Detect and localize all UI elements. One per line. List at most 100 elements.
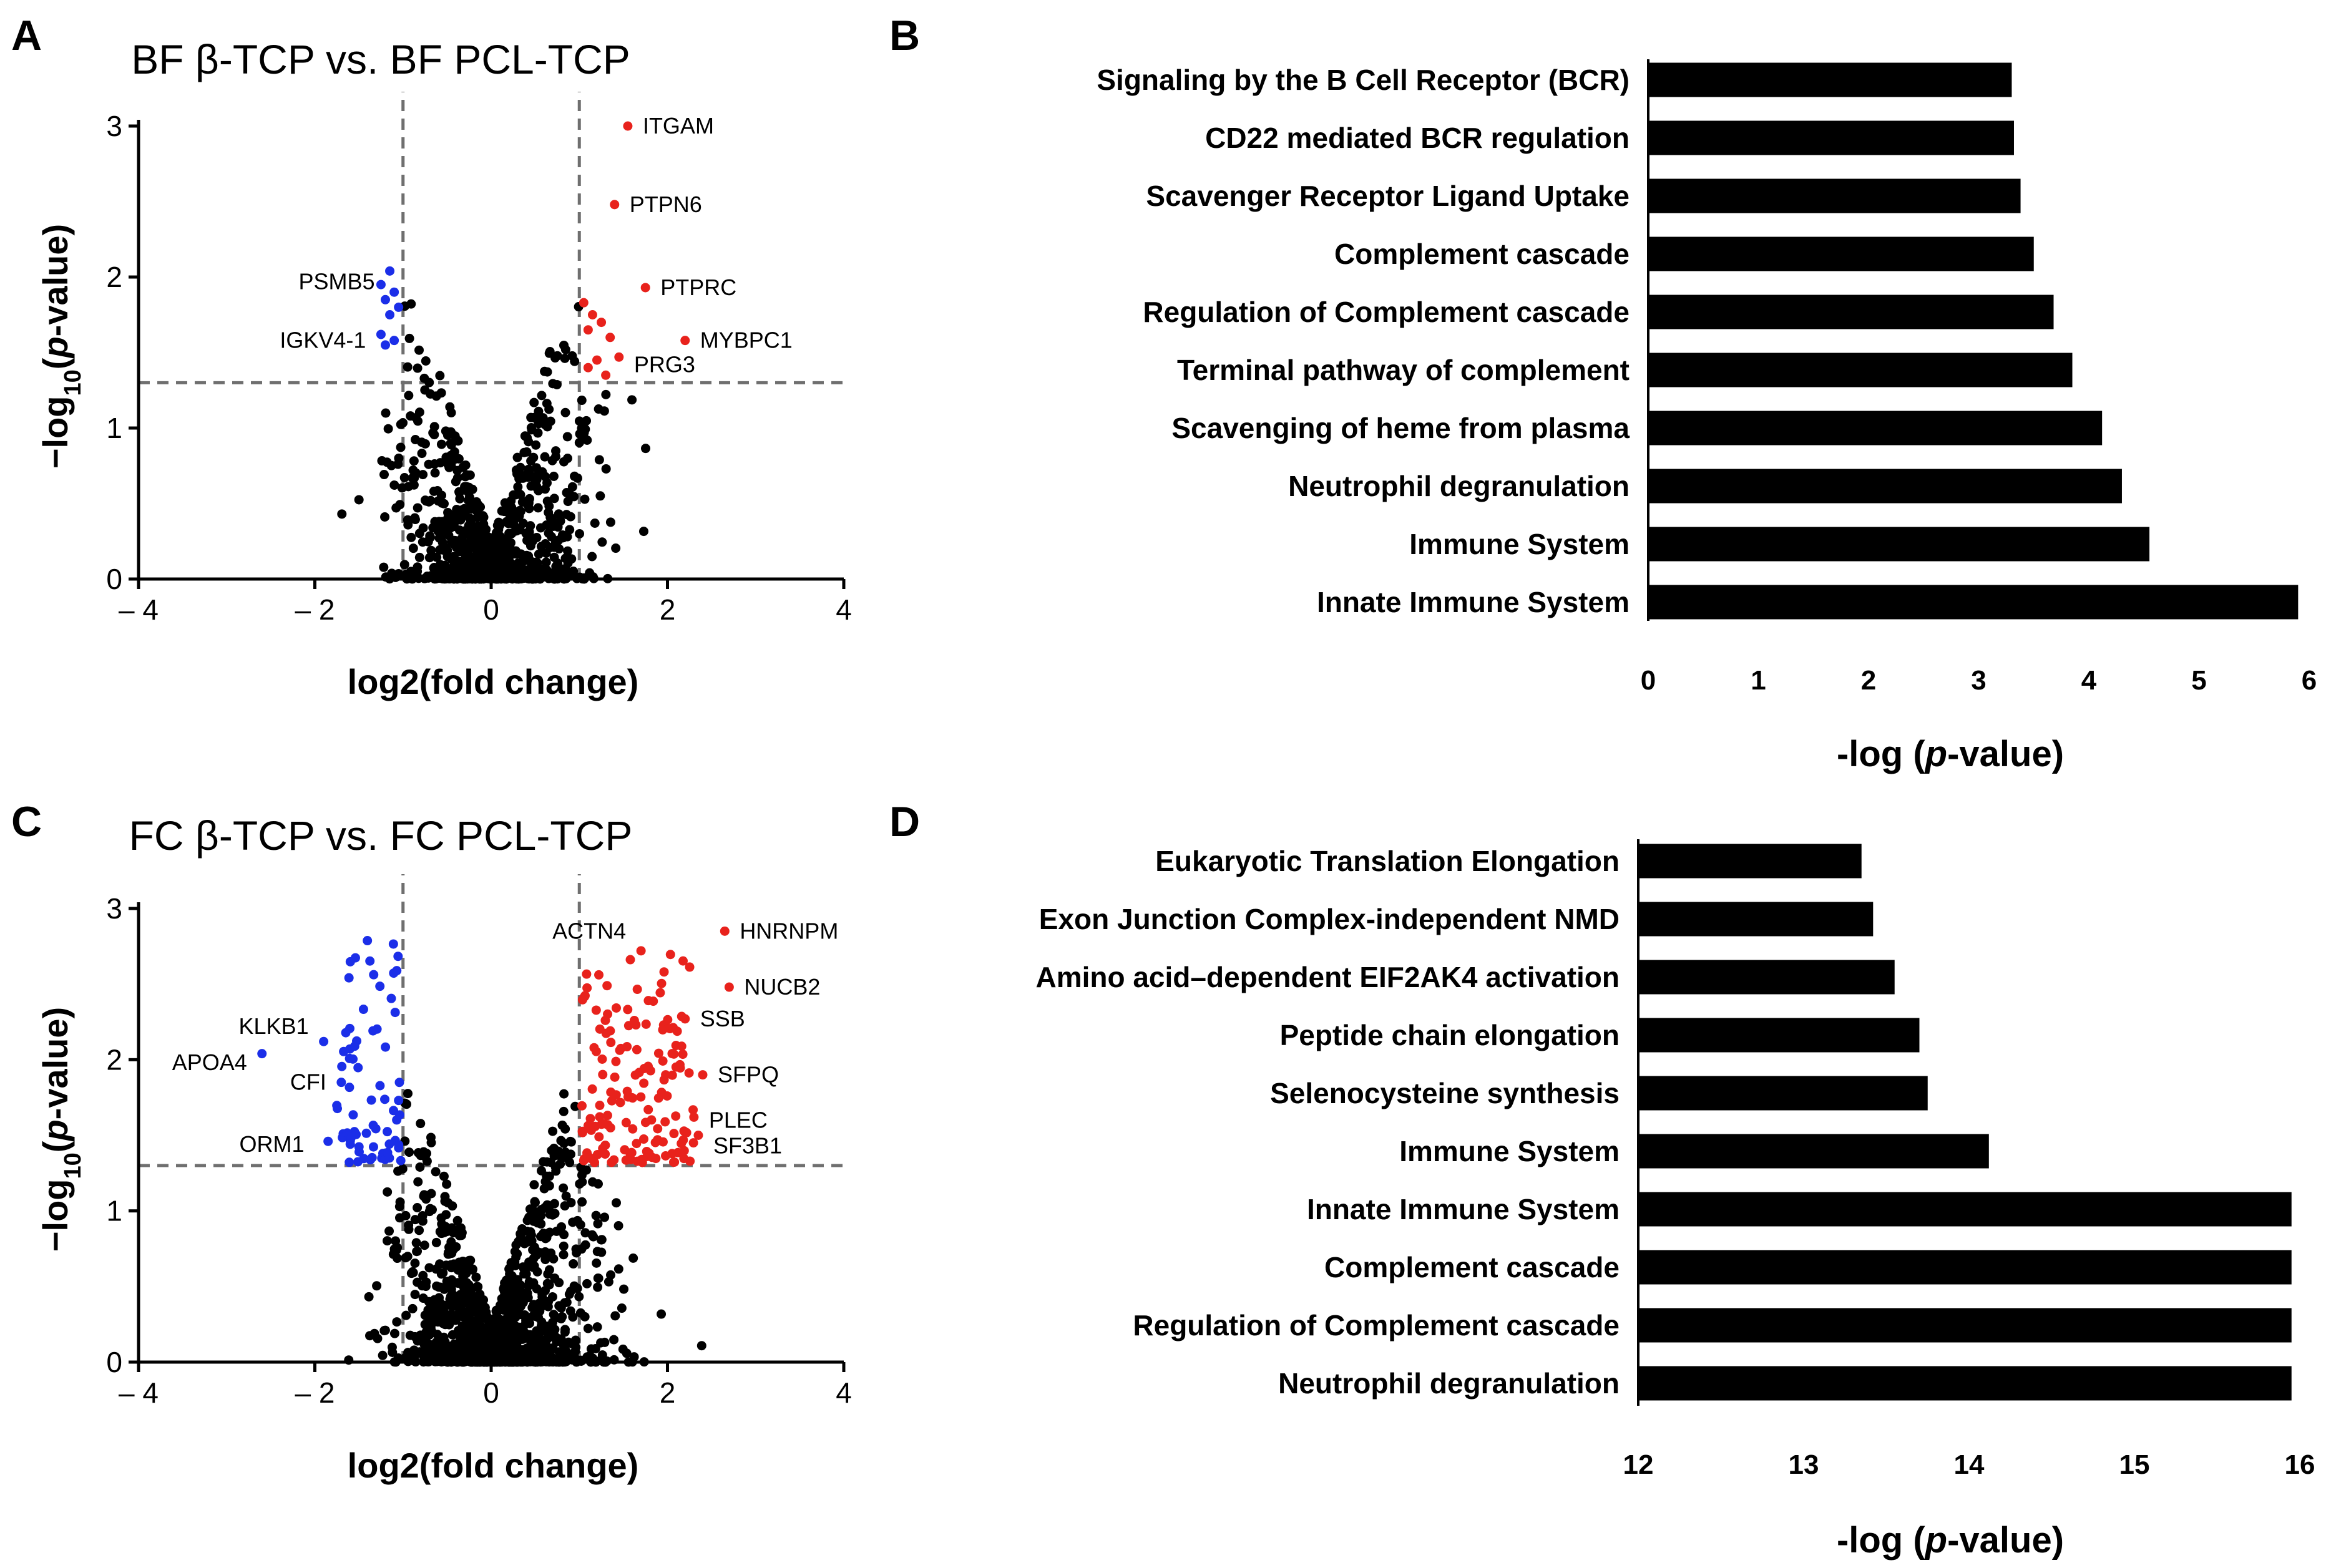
point-up xyxy=(647,1115,657,1125)
point-up xyxy=(638,1134,648,1144)
point-up xyxy=(647,1152,657,1162)
x-tick-label: 0 xyxy=(483,593,499,626)
point-ns xyxy=(456,1230,466,1240)
point-ns xyxy=(442,1179,452,1189)
point-ns xyxy=(399,560,409,570)
point-ns xyxy=(454,487,464,497)
point-up xyxy=(607,1157,617,1167)
point-up xyxy=(684,1068,694,1078)
point-ns xyxy=(525,1204,535,1214)
point-down xyxy=(375,1081,385,1091)
point-ns xyxy=(441,1222,451,1232)
bar xyxy=(1648,236,2034,271)
x-tick-label: 4 xyxy=(836,593,852,626)
point-up xyxy=(585,1114,595,1124)
y-tick-label: 0 xyxy=(106,1346,122,1378)
gene-label: ACTN4 xyxy=(552,918,626,943)
point-ns xyxy=(424,377,434,387)
point-ns xyxy=(551,1332,561,1342)
point-ns xyxy=(528,1245,538,1255)
point-ns xyxy=(377,456,387,466)
point-ns xyxy=(575,1179,585,1189)
category-label: Regulation of Complement cascade xyxy=(1133,1309,1620,1342)
point-ns xyxy=(509,511,519,521)
point-ns xyxy=(436,439,446,449)
gene-label: ITGAM xyxy=(643,113,714,139)
point-ns xyxy=(416,1119,426,1129)
point-down xyxy=(388,939,398,949)
category-label: Innate Immune System xyxy=(1317,586,1630,618)
point-ns xyxy=(546,1248,556,1258)
point-ns xyxy=(410,1290,420,1300)
point-ns xyxy=(403,482,413,492)
point-ns xyxy=(611,1198,621,1208)
point-up xyxy=(577,995,587,1005)
point-ns xyxy=(396,442,406,452)
point-ns xyxy=(540,366,550,376)
point-ns xyxy=(413,503,423,513)
point-ns xyxy=(401,1099,411,1109)
point-ns xyxy=(479,512,489,522)
point-ns xyxy=(572,473,582,483)
point-ns xyxy=(435,1259,445,1269)
point-ns xyxy=(529,452,539,462)
point-up xyxy=(662,1091,672,1101)
point-up xyxy=(669,1129,679,1139)
point-ns xyxy=(451,560,461,570)
point-down xyxy=(390,1008,400,1018)
point-down xyxy=(361,1128,371,1138)
volcano-c-title: FC β-TCP vs. FC PCL-TCP xyxy=(129,812,633,859)
point-ns xyxy=(575,528,585,538)
point-ns xyxy=(414,407,424,417)
point-ns xyxy=(580,1240,590,1250)
point-down xyxy=(354,1147,364,1157)
point-ns xyxy=(516,1232,526,1242)
point-down xyxy=(396,1156,406,1166)
point-ns xyxy=(597,1247,607,1257)
point-ns xyxy=(530,1312,540,1322)
point-ns xyxy=(518,1328,528,1338)
point-ns xyxy=(606,1270,616,1280)
point-up xyxy=(582,983,592,993)
panel-letter-d: D xyxy=(889,798,920,845)
point-up xyxy=(648,996,658,1006)
point-ns xyxy=(434,533,444,543)
point-ns xyxy=(517,497,527,507)
point-ns xyxy=(392,1317,402,1327)
point-ns xyxy=(418,1216,428,1226)
point-up xyxy=(685,962,695,972)
point-ns xyxy=(696,1341,706,1351)
point-ns xyxy=(499,1350,509,1360)
point-ns xyxy=(444,1249,454,1259)
point-ns xyxy=(534,549,544,559)
point-down xyxy=(368,1026,378,1036)
point-up xyxy=(611,1056,621,1066)
point-ns xyxy=(473,521,483,531)
point-down xyxy=(389,336,399,346)
point-ns xyxy=(379,562,389,572)
point-ns xyxy=(563,546,573,556)
point-ns xyxy=(404,333,414,343)
category-label: Innate Immune System xyxy=(1307,1193,1620,1225)
gene-label: PLEC xyxy=(709,1107,768,1132)
point-ns xyxy=(404,1224,414,1234)
point-ns xyxy=(389,1328,399,1338)
point-ns xyxy=(524,528,534,538)
volcano-a-title: BF β-TCP vs. BF PCL-TCP xyxy=(131,36,630,82)
point-up xyxy=(579,298,589,308)
point-ns xyxy=(383,1187,393,1197)
point-ns xyxy=(641,444,651,454)
point-ns xyxy=(559,457,569,467)
point-ns xyxy=(394,1213,404,1223)
point-down xyxy=(366,1095,376,1105)
point-ns xyxy=(562,488,572,498)
point-up xyxy=(587,310,597,319)
point-up xyxy=(610,200,620,210)
point-down xyxy=(375,981,385,991)
point-ns xyxy=(587,1230,597,1240)
point-ns xyxy=(605,517,615,527)
point-up xyxy=(623,121,633,131)
point-ns xyxy=(465,513,475,523)
point-ns xyxy=(447,1275,457,1285)
point-up xyxy=(597,1054,607,1064)
